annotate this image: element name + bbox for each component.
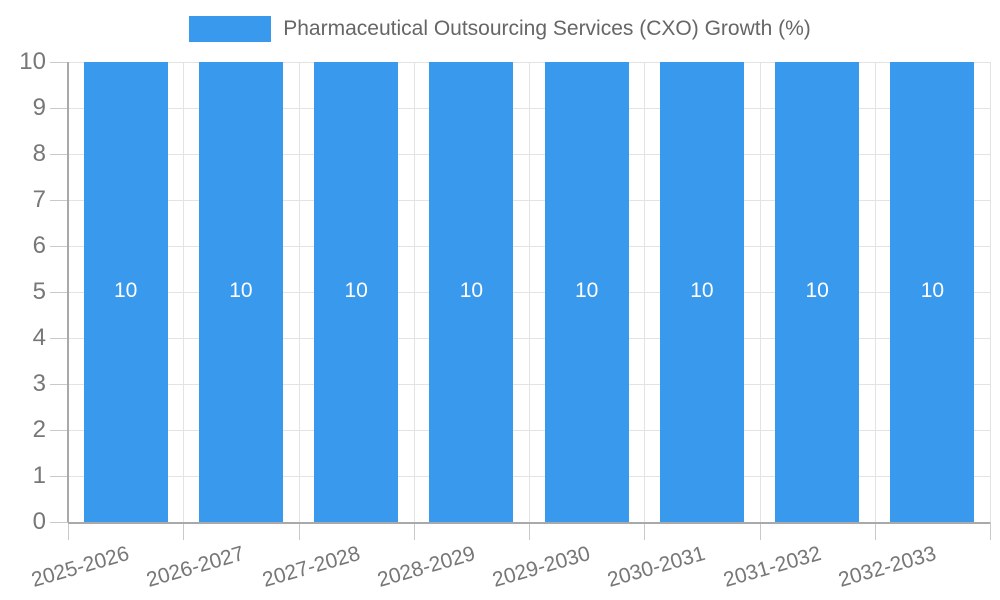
- bar-value-label: 10: [690, 279, 714, 302]
- x-tick-label: 2029-2030: [490, 542, 593, 592]
- bar[interactable]: 10: [890, 62, 975, 522]
- bar-value-label: 10: [920, 279, 945, 302]
- x-gridline: [183, 62, 185, 522]
- y-tick-mark: [50, 430, 68, 431]
- x-gridline: [990, 62, 991, 522]
- x-tick-label: 2026-2027: [144, 542, 248, 592]
- y-tick-mark: [50, 62, 68, 63]
- y-tick-label: 10: [19, 48, 46, 75]
- x-tick-label: 2032-2033: [835, 542, 939, 592]
- x-tick-mark: [298, 522, 300, 540]
- bar-value-label: 10: [344, 279, 368, 302]
- y-tick-label: 4: [32, 324, 46, 351]
- x-tick-label: 2025-2026: [29, 542, 132, 592]
- legend-label: Pharmaceutical Outsourcing Services (CXO…: [283, 17, 811, 40]
- bar[interactable]: 10: [314, 62, 399, 522]
- y-tick-label: 8: [32, 140, 46, 167]
- x-gridline: [759, 62, 761, 522]
- y-tick-label: 2: [32, 416, 46, 443]
- bar-value-label: 10: [113, 279, 138, 302]
- legend-swatch-icon: [189, 16, 272, 42]
- bar-value-label: 10: [459, 279, 484, 302]
- y-tick-label: 6: [32, 232, 46, 259]
- y-tick-mark: [50, 108, 68, 109]
- y-tick-label: 5: [32, 278, 46, 305]
- x-tick-label: 2027-2028: [259, 542, 363, 592]
- y-tick-mark: [50, 200, 68, 201]
- x-tick-label: 2028-2029: [374, 542, 478, 592]
- bar[interactable]: 10: [83, 62, 168, 522]
- bar[interactable]: 10: [429, 62, 514, 522]
- x-tick-mark: [183, 522, 185, 540]
- x-tick-mark: [990, 522, 991, 540]
- y-tick-label: 0: [32, 508, 46, 535]
- x-tick-mark: [759, 522, 761, 540]
- x-gridline: [874, 62, 876, 522]
- x-gridline: [529, 62, 530, 522]
- bar[interactable]: 10: [775, 62, 860, 522]
- bar[interactable]: 10: [659, 62, 744, 522]
- x-tick-mark: [874, 522, 876, 540]
- y-tick-mark: [50, 522, 68, 523]
- x-tick-mark: [529, 522, 530, 540]
- y-tick-mark: [50, 338, 68, 339]
- bar[interactable]: 10: [198, 62, 283, 522]
- y-tick-mark: [50, 384, 68, 385]
- y-axis-line: [67, 62, 69, 522]
- y-tick-mark: [50, 246, 68, 247]
- y-tick-mark: [50, 154, 68, 155]
- x-gridline: [298, 62, 300, 522]
- bar-value-label: 10: [805, 279, 829, 302]
- y-tick-mark: [50, 476, 68, 477]
- x-tick-label: 2030-2031: [605, 542, 709, 592]
- x-tick-mark: [68, 522, 69, 540]
- x-tick-mark: [413, 522, 415, 540]
- y-tick-label: 3: [32, 370, 46, 397]
- chart-legend-item[interactable]: Pharmaceutical Outsourcing Services (CXO…: [0, 16, 1000, 42]
- y-tick-label: 9: [32, 94, 46, 121]
- x-tick-mark: [644, 522, 646, 540]
- y-tick-label: 7: [32, 186, 46, 213]
- x-gridline: [644, 62, 646, 522]
- x-tick-label: 2031-2032: [720, 542, 824, 592]
- bar-value-label: 10: [574, 279, 599, 302]
- y-tick-label: 1: [32, 462, 46, 489]
- y-tick-mark: [50, 292, 68, 293]
- x-axis-line: [68, 522, 990, 524]
- x-gridline: [413, 62, 415, 522]
- bar[interactable]: 10: [544, 62, 629, 522]
- bar-value-label: 10: [229, 279, 253, 302]
